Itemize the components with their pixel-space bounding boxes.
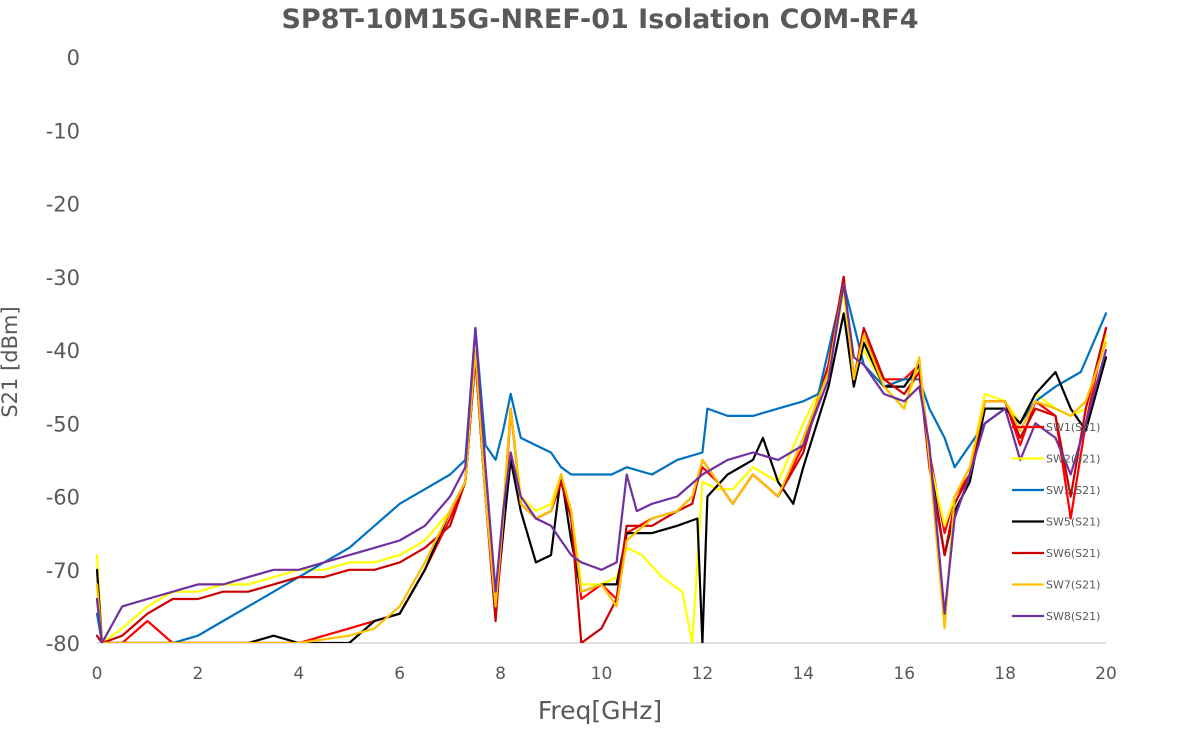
chart-title: SP8T-10M15G-NREF-01 Isolation COM-RF4 — [281, 4, 918, 35]
y-tick-label: -30 — [46, 266, 80, 290]
legend-label: SW5(S21) — [1046, 516, 1100, 529]
legend-label: SW8(S21) — [1046, 610, 1100, 623]
series-line-4 — [95, 312, 1108, 643]
x-tick-label: 8 — [495, 664, 506, 684]
x-tick-label: 10 — [591, 664, 613, 684]
y-tick-label: -20 — [46, 193, 80, 217]
x-tick-label: 16 — [893, 664, 915, 684]
series-layer — [95, 275, 1108, 643]
y-tick-label: -60 — [46, 486, 80, 510]
y-tick-label: -50 — [46, 412, 80, 436]
legend: SW1(S21) SW2(S21) SW3(S21) SW5(S21) SW6(S21)… — [1012, 421, 1100, 623]
y-axis-ticks: 0 -10 -20 -30 -40 -50 -60 -70 -80 — [46, 46, 80, 656]
x-tick-label: 6 — [394, 664, 405, 684]
x-axis-title: Freq[GHz] — [538, 696, 662, 725]
x-axis-ticks: 0 2 4 6 8 10 12 14 16 18 20 — [92, 664, 1117, 684]
y-tick-label: -40 — [46, 339, 80, 363]
y-axis-title: S21 [dBm] — [0, 306, 22, 417]
series-line-3 — [95, 283, 1108, 643]
x-tick-label: 18 — [994, 664, 1016, 684]
x-tick-label: 20 — [1095, 664, 1117, 684]
legend-label: SW7(S21) — [1046, 579, 1100, 592]
y-tick-label: -80 — [46, 632, 80, 656]
x-tick-label: 2 — [192, 664, 203, 684]
legend-label: SW3(S21) — [1046, 484, 1100, 497]
series-line-1 — [95, 275, 1108, 643]
x-tick-label: 0 — [92, 664, 103, 684]
x-tick-label: 14 — [792, 664, 814, 684]
series-line-6 — [95, 283, 1108, 643]
legend-label: SW2(S21) — [1046, 453, 1100, 466]
legend-label: SW1(S21) — [1046, 421, 1100, 434]
x-tick-label: 4 — [293, 664, 304, 684]
y-tick-label: 0 — [67, 46, 80, 70]
series-line-5 — [95, 275, 1108, 643]
y-tick-label: -10 — [46, 119, 80, 143]
y-tick-label: -70 — [46, 559, 80, 583]
series-line-7 — [95, 283, 1108, 643]
x-tick-label: 12 — [692, 664, 714, 684]
legend-label: SW6(S21) — [1046, 547, 1100, 560]
